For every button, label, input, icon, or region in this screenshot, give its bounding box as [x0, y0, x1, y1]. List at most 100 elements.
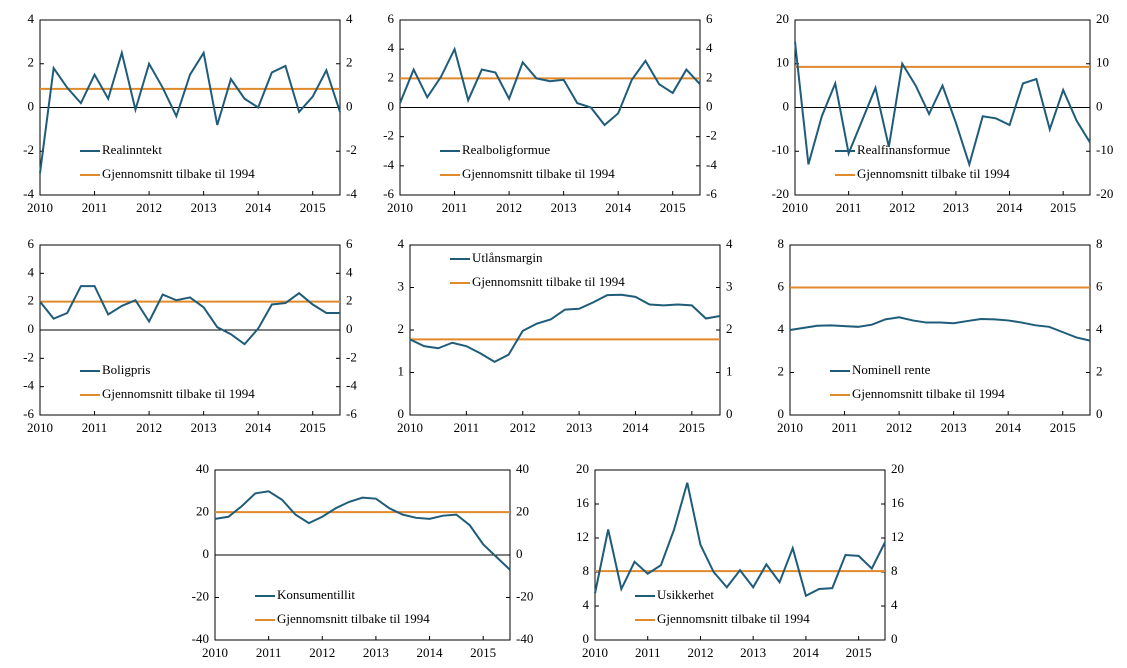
legend-label: Gjennomsnitt tilbake til 1994: [857, 166, 1010, 181]
x-tick-label: 2012: [886, 420, 912, 435]
series-line: [214, 490, 511, 571]
series-line: [594, 482, 886, 598]
y2-tick-label: 10: [1096, 55, 1109, 70]
x-tick-label: 2012: [889, 200, 915, 215]
y2-tick-label: 0: [891, 631, 898, 646]
y-tick-label: 2: [778, 363, 785, 378]
x-tick-label: 2013: [551, 200, 577, 215]
y-tick-label: 0: [778, 406, 785, 421]
y-tick-label: 3: [398, 278, 405, 293]
y-tick-label: 4: [398, 236, 405, 251]
x-tick-label: 2014: [245, 200, 272, 215]
y-tick-label: 0: [28, 321, 35, 336]
y-tick-label: 20: [776, 11, 789, 26]
y-tick-label: 2: [28, 293, 35, 308]
y-tick-label: 4: [778, 321, 785, 336]
y2-tick-label: -2: [346, 349, 357, 364]
x-tick-label: 2015: [300, 420, 326, 435]
x-tick-label: 2011: [454, 420, 480, 435]
y2-tick-label: -6: [706, 186, 717, 201]
x-tick-label: 2015: [846, 645, 872, 660]
x-tick-label: 2014: [417, 645, 444, 660]
legend-label: Gjennomsnitt tilbake til 1994: [102, 386, 255, 401]
x-tick-label: 2011: [82, 420, 108, 435]
legend-label: Nominell rente: [852, 362, 931, 377]
y2-tick-label: -40: [516, 631, 533, 646]
series-line: [39, 285, 340, 346]
y2-tick-label: 2: [346, 55, 353, 70]
y2-tick-label: -2: [706, 128, 717, 143]
y2-tick-label: 0: [726, 406, 733, 421]
x-tick-label: 2010: [397, 420, 423, 435]
x-tick-label: 2010: [582, 645, 608, 660]
x-tick-label: 2015: [1050, 420, 1076, 435]
y-tick-label: -40: [192, 631, 209, 646]
x-tick-label: 2012: [309, 645, 335, 660]
y-tick-label: 2: [28, 55, 35, 70]
y-tick-label: -6: [23, 406, 34, 421]
y2-tick-label: -20: [1096, 186, 1113, 201]
y2-tick-label: 0: [346, 98, 353, 113]
legend-label: Gjennomsnitt tilbake til 1994: [657, 611, 810, 626]
x-tick-label: 2011: [635, 645, 661, 660]
y2-tick-label: -6: [346, 406, 357, 421]
y2-tick-label: 0: [1096, 406, 1103, 421]
series-line: [409, 293, 721, 364]
y-tick-label: 4: [583, 597, 590, 612]
y-tick-label: 4: [28, 264, 35, 279]
series-line: [789, 316, 1091, 342]
y-tick-label: -10: [772, 142, 789, 157]
x-tick-label: 2015: [470, 645, 496, 660]
y-tick-label: -20: [772, 186, 789, 201]
y-tick-label: -2: [383, 128, 394, 143]
y-tick-label: 2: [388, 69, 395, 84]
legend-label: Realfinansformue: [857, 142, 950, 157]
legend-label: Realinntekt: [102, 142, 162, 157]
x-tick-label: 2010: [777, 420, 803, 435]
x-tick-label: 2014: [997, 200, 1024, 215]
y2-tick-label: -2: [346, 142, 357, 157]
y2-tick-label: -10: [1096, 142, 1113, 157]
y2-tick-label: 2: [706, 69, 713, 84]
y2-tick-label: 3: [726, 278, 733, 293]
x-tick-label: 2015: [660, 200, 686, 215]
x-tick-label: 2011: [836, 200, 862, 215]
y-tick-label: 40: [196, 461, 209, 476]
legend-label: Konsumentillit: [277, 587, 355, 602]
y2-tick-label: 4: [1096, 321, 1103, 336]
y2-tick-label: 0: [346, 321, 353, 336]
y2-tick-label: 2: [726, 321, 733, 336]
legend-label: Gjennomsnitt tilbake til 1994: [102, 166, 255, 181]
y2-tick-label: 8: [891, 563, 898, 578]
y-tick-label: 4: [388, 40, 395, 55]
series-line: [39, 48, 341, 174]
y-tick-label: 4: [28, 11, 35, 26]
legend-label: Utlånsmargin: [472, 250, 543, 265]
x-tick-label: 2012: [496, 200, 522, 215]
y2-tick-label: 0: [516, 546, 523, 561]
y-tick-label: 6: [388, 11, 395, 26]
y2-tick-label: 16: [891, 495, 905, 510]
x-tick-label: 2014: [995, 420, 1022, 435]
y2-tick-label: -4: [346, 186, 357, 201]
x-tick-label: 2013: [740, 645, 766, 660]
y-tick-label: 16: [576, 495, 590, 510]
x-tick-label: 2011: [256, 645, 282, 660]
plot-frame: [409, 244, 721, 416]
y2-tick-label: -4: [706, 157, 717, 172]
y-tick-label: 12: [576, 529, 589, 544]
y2-tick-label: 20: [516, 503, 529, 518]
x-tick-label: 2012: [136, 420, 162, 435]
x-tick-label: 2010: [387, 200, 413, 215]
x-tick-label: 2013: [363, 645, 389, 660]
x-tick-label: 2012: [136, 200, 162, 215]
x-tick-label: 2013: [566, 420, 592, 435]
x-tick-label: 2010: [27, 420, 53, 435]
y2-tick-label: 2: [1096, 363, 1103, 378]
plot-frame: [594, 469, 886, 641]
y2-tick-label: 4: [706, 40, 713, 55]
x-tick-label: 2010: [27, 200, 53, 215]
y-tick-label: 0: [388, 98, 395, 113]
y2-tick-label: -20: [516, 588, 533, 603]
